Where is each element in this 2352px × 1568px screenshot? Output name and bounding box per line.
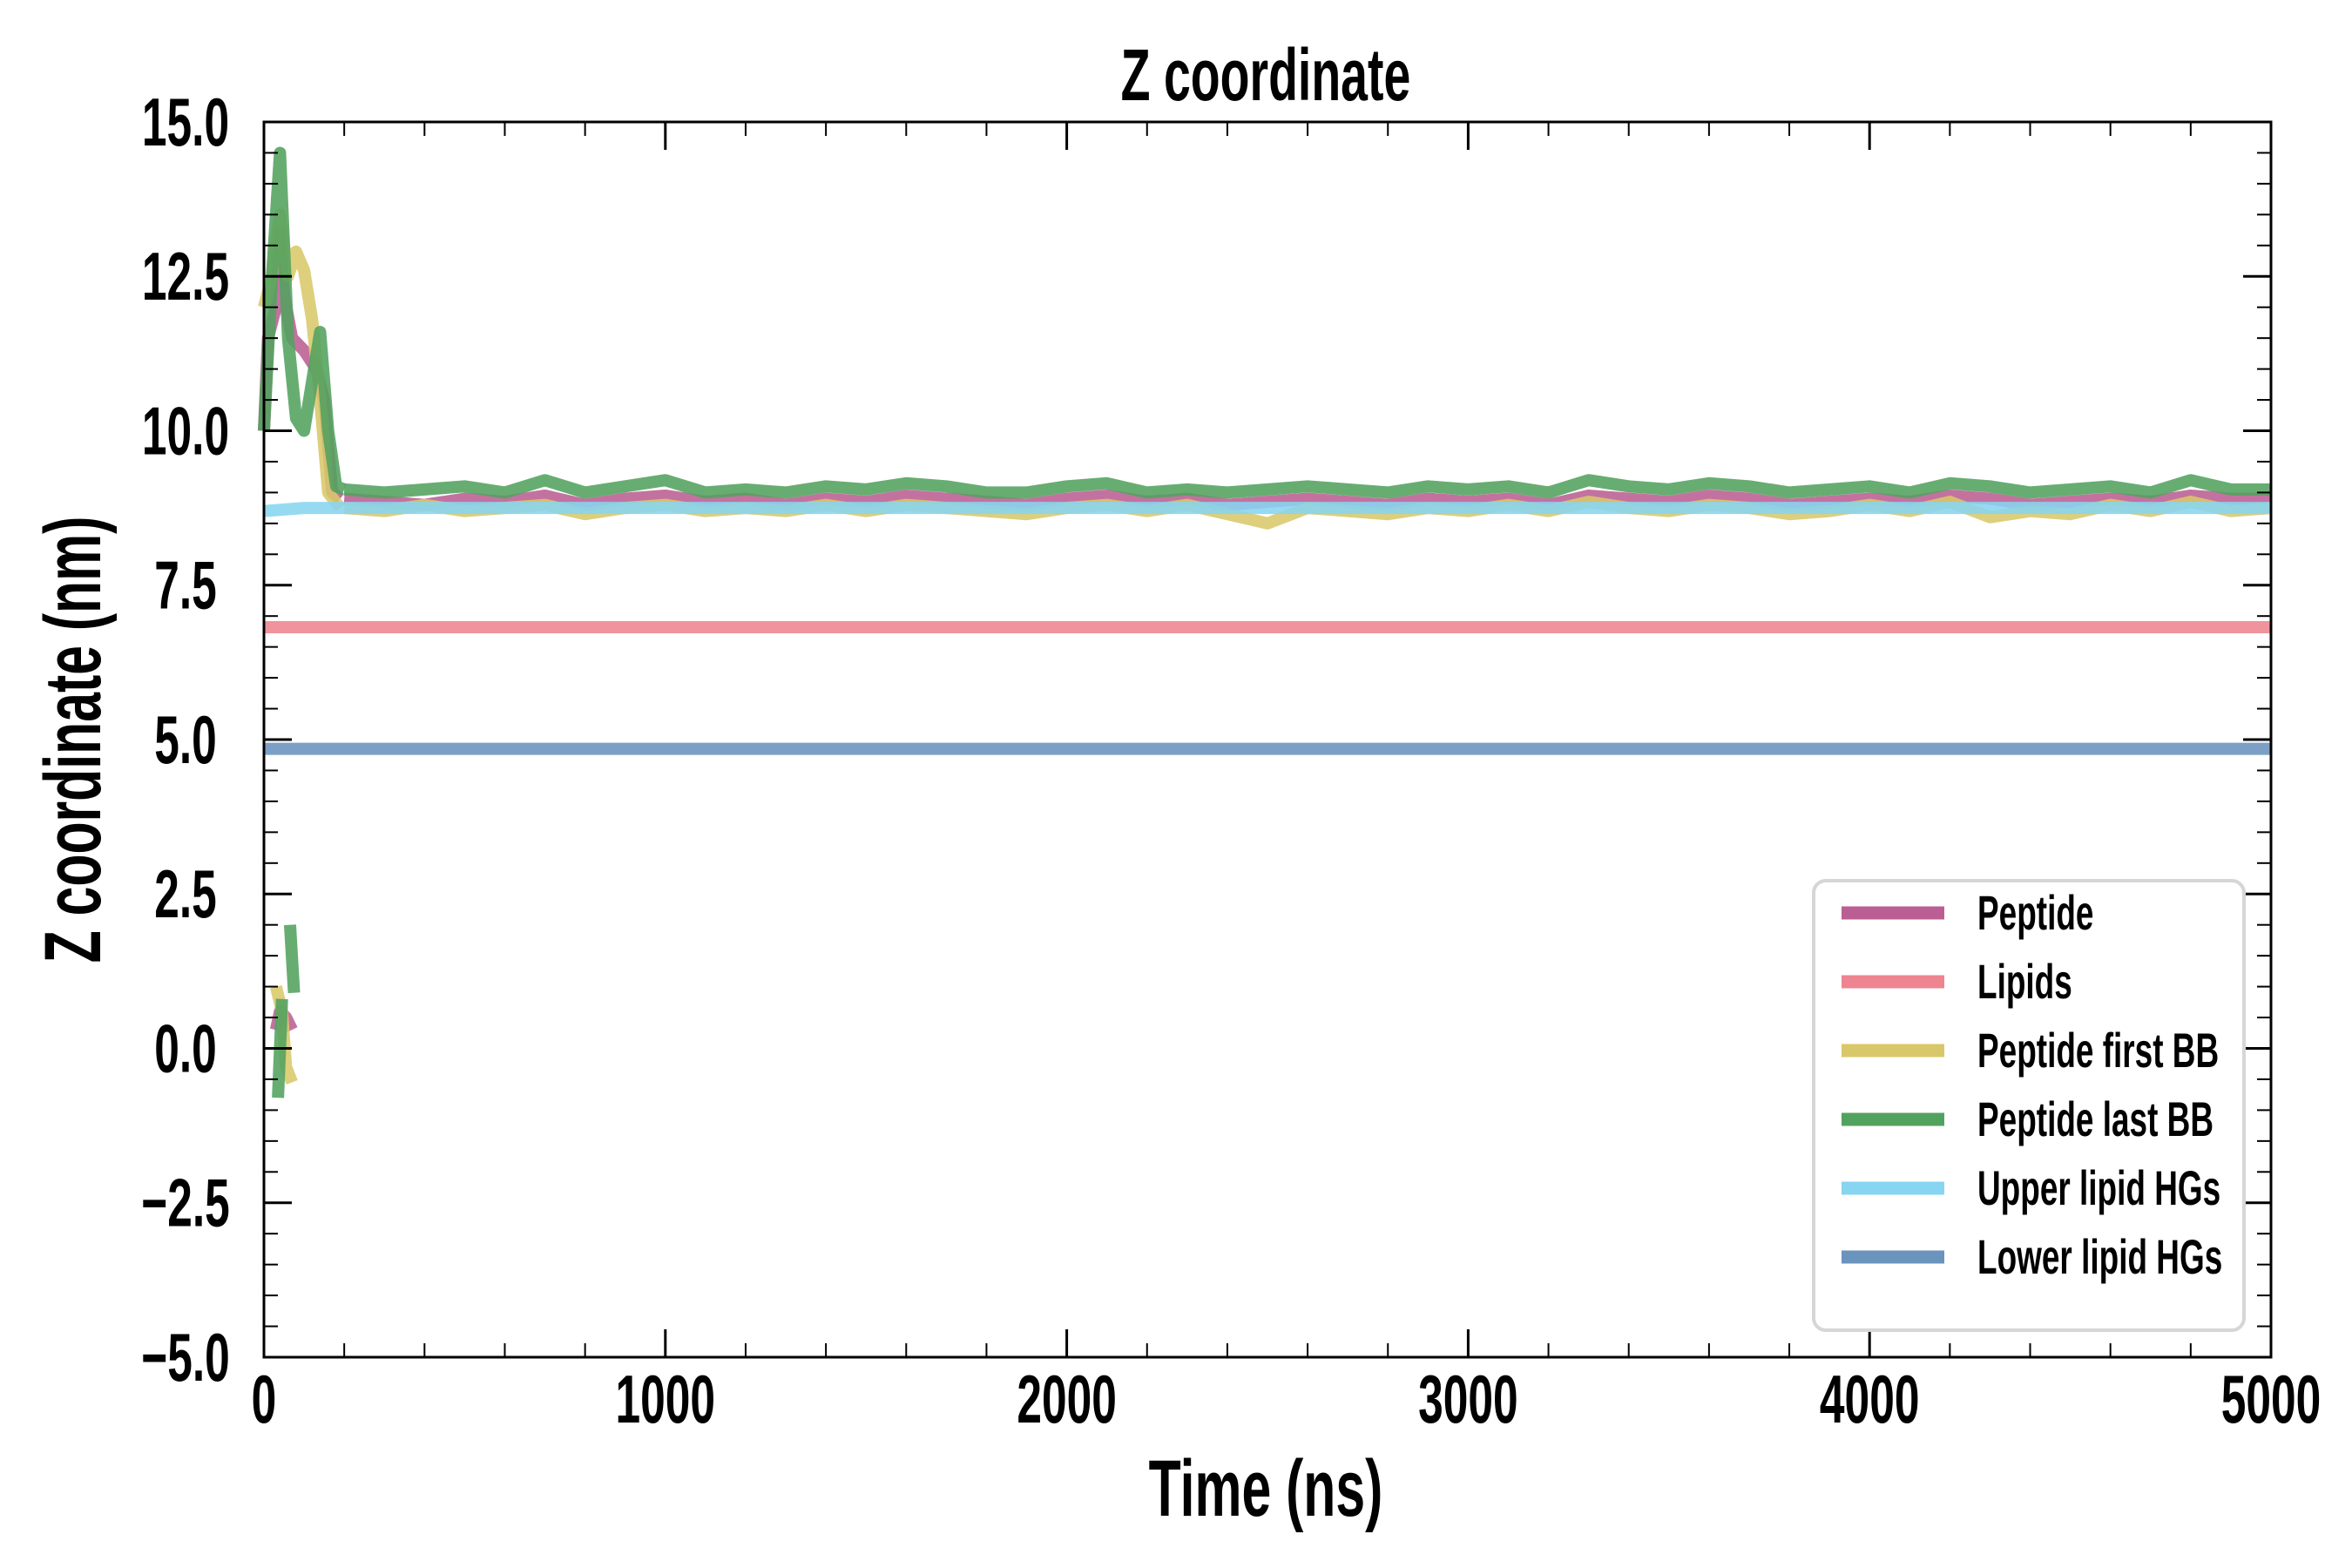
legend-label-peptide-first-bb: Peptide first BB [1977, 1024, 2219, 1078]
y-tick-label: −2.5 [141, 1166, 230, 1241]
x-tick-label: 2000 [1017, 1362, 1117, 1437]
x-tick-label: 3000 [1418, 1362, 1518, 1437]
series-layer [258, 146, 2272, 1098]
plot-frame [262, 120, 2273, 1359]
x-tick-label: 5000 [2221, 1362, 2322, 1437]
legend-label-upper-lipid-hgs: Upper lipid HGs [1977, 1161, 2220, 1216]
x-tick-label: 1000 [616, 1362, 716, 1437]
y-tick-label: 7.5 [154, 548, 217, 624]
x-tick-label: 4000 [1820, 1362, 1920, 1437]
y-tick-label: 12.5 [142, 240, 229, 315]
series-upper-lipid-hgs [263, 502, 2271, 517]
y-tick-label: 2.5 [154, 857, 217, 933]
legend-label-lipids: Lipids [1977, 955, 2072, 1010]
chart-title: Z coordinate [1121, 36, 1411, 117]
y-tick-label: 10.0 [142, 394, 229, 470]
y-tick-label: 5.0 [154, 702, 217, 778]
y-axis-label: Z coordinate (nm) [27, 517, 118, 963]
series-segment-peptide-last-bb [283, 924, 301, 994]
x-axis-label: Time (ns) [1149, 1443, 1383, 1533]
series-segment-peptide-last-bb [258, 146, 347, 496]
series-segment-upper-lipid-hgs [263, 502, 345, 517]
y-tick-label: −5.0 [141, 1320, 230, 1396]
y-tick-label: 0.0 [154, 1011, 217, 1087]
legend-label-peptide-last-bb: Peptide last BB [1977, 1092, 2213, 1147]
series-line-peptide-last-bb [343, 474, 2271, 499]
ticks-layer: 0 1000 2000 3000 4000 5000 15.0 12.5 10.0 7.5 5.0 2… [141, 84, 2321, 1437]
legend: Peptide Lipids Peptide first BB Peptide las… [1812, 879, 2246, 1332]
series-line-peptide [343, 489, 2271, 511]
legend-frame [1812, 879, 2246, 1332]
legend-label-peptide: Peptide [1977, 886, 2093, 941]
y-tick-label: 15.0 [142, 84, 229, 160]
x-tick-label: 0 [252, 1362, 277, 1437]
legend-label-lower-lipid-hgs: Lower lipid HGs [1977, 1230, 2222, 1285]
